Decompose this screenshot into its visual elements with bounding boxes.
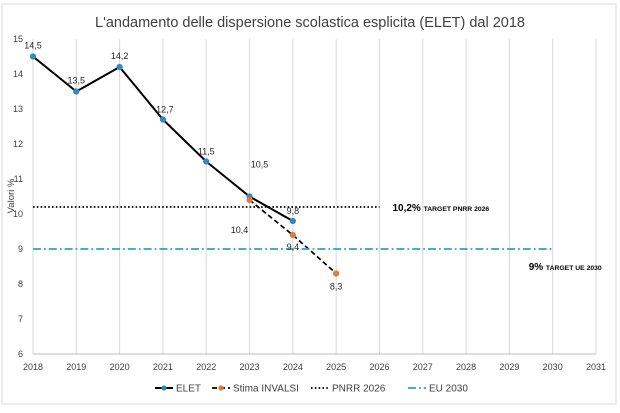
series-layer — [29, 53, 553, 277]
pnrr-target-annotation-text: TARGET PNRR 2026 — [424, 206, 490, 213]
legend-marker-0 — [161, 385, 167, 391]
series-0-marker-3 — [159, 116, 167, 123]
y-tick-label-7: 7 — [18, 314, 23, 324]
y-tick-label-10: 10 — [13, 209, 23, 219]
x-tick-label-2022: 2022 — [196, 362, 216, 372]
y-tick-label-9: 9 — [18, 244, 23, 254]
legend: ELET Stima INVALSI PNRR 2026 EU 2030 — [155, 384, 468, 395]
pnrr-target-annotation-value: 10,2% — [392, 203, 423, 214]
elet-label-3: 12,7 — [156, 105, 174, 115]
y-tick-label-6: 6 — [18, 349, 23, 359]
eu-target-annotation-value: 9% — [529, 262, 546, 273]
invalsi-label-2: 8,3 — [330, 282, 343, 292]
series-line-1 — [248, 199, 337, 275]
y-tick-label-8: 8 — [18, 279, 23, 289]
x-tick-label-2028: 2028 — [456, 362, 476, 372]
series-0-marker-2 — [116, 63, 123, 71]
legend-marker-1 — [218, 385, 224, 391]
eu-target-annotation: 9% TARGET UE 2030 — [529, 262, 602, 273]
series-1-marker-0 — [246, 196, 253, 204]
invalsi-label-1: 9,4 — [287, 242, 300, 252]
x-tick-label-2026: 2026 — [369, 362, 389, 372]
x-tick-label-2027: 2027 — [413, 362, 433, 372]
x-tick-label-2020: 2020 — [110, 362, 130, 372]
y-tick-label-15: 15 — [13, 34, 23, 44]
series-0-marker-0 — [29, 53, 37, 60]
y-tick-label-11: 11 — [14, 174, 23, 184]
x-tick-label-2024: 2024 — [283, 362, 303, 372]
series-1-marker-2 — [333, 270, 340, 277]
elet-label-0: 14,5 — [24, 41, 42, 51]
x-tick-label-2019: 2019 — [66, 362, 86, 372]
pnrr-target-annotation: 10,2% TARGET PNRR 2026 — [392, 203, 489, 214]
series-0-marker-1 — [73, 88, 80, 95]
series-0-marker-4 — [203, 158, 210, 165]
elet-label-6: 9,8 — [287, 206, 300, 216]
y-axis-label: Valori % — [6, 178, 17, 213]
chart-title: L'andamento delle dispersione scolastica… — [95, 15, 525, 31]
legend-label-0: ELET — [176, 384, 201, 395]
axes: 2018 2019 2020 2021 2022 2023 2024 2025 2026 2027… — [13, 34, 606, 372]
elet-label-2: 14,2 — [111, 51, 129, 61]
x-tick-label-2031: 2031 — [586, 362, 606, 372]
x-tick-label-2030: 2030 — [543, 362, 563, 372]
y-tick-label-12: 12 — [13, 139, 23, 149]
series-1-marker-1 — [289, 231, 296, 239]
x-tick-label-2025: 2025 — [326, 362, 346, 372]
series-0-marker-6 — [289, 217, 296, 225]
x-tick-label-2021: 2021 — [153, 362, 173, 372]
elet-label-4: 11,5 — [198, 147, 215, 157]
invalsi-label-0: 10,4 — [231, 225, 249, 235]
y-tick-label-13: 13 — [13, 104, 23, 114]
legend-label-2: PNRR 2026 — [332, 384, 386, 395]
legend-label-3: EU 2030 — [429, 384, 468, 395]
labels-layer: 14,5 13,5 14,2 12,7 11,5 10,5 9,8 10,4 9,4 8,3 10,… — [24, 41, 602, 292]
chart-border — [1, 3, 617, 405]
eu-target-annotation-text: TARGET UE 2030 — [546, 265, 602, 272]
x-tick-label-2023: 2023 — [240, 362, 260, 372]
legend-label-1: Stima INVALSI — [233, 384, 299, 395]
elet-label-5: 10,5 — [251, 160, 269, 170]
x-tick-label-2029: 2029 — [499, 362, 519, 372]
elet-label-1: 13,5 — [68, 76, 86, 86]
x-tick-label-2018: 2018 — [23, 362, 43, 372]
y-tick-label-14: 14 — [13, 69, 23, 79]
